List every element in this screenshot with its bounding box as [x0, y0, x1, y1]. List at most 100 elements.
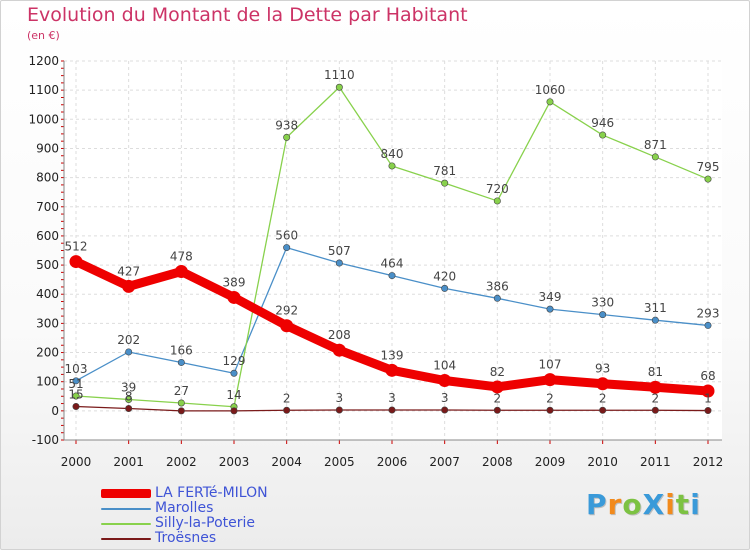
data-point-la-fert-milon — [174, 264, 188, 278]
y-tick-label: 300 — [36, 316, 59, 330]
data-label-marolles: 166 — [170, 343, 193, 357]
data-point-la-fert-milon — [543, 373, 557, 387]
data-label-la-fert-milon: 139 — [381, 348, 404, 362]
data-label-silly-la-poterie: 27 — [174, 384, 189, 398]
data-label-la-fert-milon: 208 — [328, 328, 351, 342]
data-point-tro-snes — [651, 406, 659, 414]
data-label-marolles: 311 — [644, 301, 667, 315]
chart-title: Evolution du Montant de la Dette par Hab… — [27, 4, 468, 26]
data-label-tro-snes: 3 — [336, 391, 344, 405]
data-point-marolles — [704, 321, 712, 329]
data-label-la-fert-milon: 512 — [65, 240, 88, 254]
data-label-silly-la-poterie: 14 — [226, 388, 241, 402]
data-point-tro-snes — [704, 407, 712, 415]
data-point-marolles — [441, 284, 449, 292]
data-point-tro-snes — [546, 406, 554, 414]
data-label-tro-snes: 8 — [125, 390, 133, 404]
data-label-marolles: 293 — [697, 306, 720, 320]
data-label-tro-snes: 3 — [441, 391, 449, 405]
data-label-tro-snes: 2 — [652, 391, 660, 405]
data-point-marolles — [335, 259, 343, 267]
data-point-silly-la-poterie — [651, 153, 659, 161]
data-label-tro-snes: 1 — [704, 392, 712, 406]
data-label-marolles: 507 — [328, 244, 351, 258]
data-point-la-fert-milon — [227, 290, 241, 304]
y-tick-label: 600 — [36, 229, 59, 243]
y-tick-label: 400 — [36, 287, 59, 301]
legend-swatch-silly-la-poterie — [101, 522, 151, 525]
legend-swatch-la-fert-milon — [101, 489, 151, 498]
x-tick-label: 2011 — [640, 455, 671, 469]
data-point-marolles — [599, 311, 607, 319]
y-tick-label: 100 — [36, 375, 59, 389]
chart-subtitle: (en €) — [27, 29, 60, 42]
data-point-silly-la-poterie — [546, 98, 554, 106]
data-label-silly-la-poterie: 720 — [486, 182, 509, 196]
data-label-silly-la-poterie: 39 — [121, 380, 136, 394]
x-tick-label: 2002 — [166, 455, 197, 469]
data-label-tro-snes: 2 — [599, 391, 607, 405]
data-point-la-fert-milon — [596, 377, 610, 391]
x-tick-label: 2005 — [324, 455, 355, 469]
data-label-la-fert-milon: 104 — [433, 359, 456, 373]
legend-label-silly-la-poterie: Silly-la-Poterie — [155, 515, 256, 531]
proxiti-logo: ProXiti — [586, 488, 701, 521]
y-tick-label: 200 — [36, 346, 59, 360]
legend-swatch-tro-snes — [101, 537, 151, 540]
data-point-marolles — [230, 369, 238, 377]
y-tick-label: 1100 — [28, 83, 59, 97]
data-point-tro-snes — [283, 406, 291, 414]
data-label-marolles: 202 — [117, 333, 140, 347]
data-label-la-fert-milon: 389 — [223, 275, 246, 289]
data-point-silly-la-poterie — [177, 399, 185, 407]
data-label-tro-snes: 2 — [546, 391, 554, 405]
data-label-la-fert-milon: 81 — [648, 365, 663, 379]
data-point-tro-snes — [72, 402, 80, 410]
data-point-silly-la-poterie — [72, 392, 80, 400]
data-point-silly-la-poterie — [441, 179, 449, 187]
data-point-marolles — [493, 294, 501, 302]
data-label-la-fert-milon: 82 — [490, 365, 505, 379]
data-label-silly-la-poterie: 946 — [591, 116, 614, 130]
y-tick-label: 500 — [36, 258, 59, 272]
data-label-la-fert-milon: 93 — [595, 362, 610, 376]
data-point-la-fert-milon — [69, 255, 83, 269]
data-point-la-fert-milon — [438, 374, 452, 388]
data-point-la-fert-milon — [648, 380, 662, 394]
x-tick-label: 2009 — [535, 455, 566, 469]
data-label-silly-la-poterie: 938 — [275, 118, 298, 132]
data-label-tro-snes: 3 — [388, 391, 396, 405]
data-point-la-fert-milon — [385, 363, 399, 377]
data-point-tro-snes — [335, 406, 343, 414]
data-label-silly-la-poterie: 871 — [644, 138, 667, 152]
data-point-la-fert-milon — [280, 319, 294, 333]
data-point-marolles — [125, 348, 133, 356]
data-point-marolles — [72, 377, 80, 385]
data-label-silly-la-poterie: 1060 — [535, 83, 566, 97]
data-point-la-fert-milon — [332, 343, 346, 357]
y-tick-label: 1000 — [28, 112, 59, 126]
data-point-la-fert-milon — [701, 384, 715, 398]
data-point-marolles — [388, 272, 396, 280]
legend-swatch-marolles — [101, 507, 151, 510]
data-point-la-fert-milon — [122, 279, 136, 293]
data-label-marolles: 386 — [486, 279, 509, 293]
data-label-silly-la-poterie: 795 — [697, 160, 720, 174]
data-label-silly-la-poterie: 1110 — [324, 68, 355, 82]
data-label-marolles: 464 — [381, 257, 404, 271]
y-tick-label: 700 — [36, 200, 59, 214]
data-label-tro-snes: 2 — [494, 391, 502, 405]
data-label-marolles: 349 — [539, 290, 562, 304]
data-point-marolles — [177, 358, 185, 366]
data-label-silly-la-poterie: 840 — [381, 147, 404, 161]
data-label-marolles: 420 — [433, 269, 456, 283]
x-tick-label: 2012 — [693, 455, 724, 469]
legend-label-tro-snes: Troësnes — [155, 530, 217, 546]
data-point-tro-snes — [230, 407, 238, 415]
data-point-tro-snes — [441, 406, 449, 414]
data-point-tro-snes — [125, 405, 133, 413]
x-tick-label: 2004 — [271, 455, 302, 469]
y-tick-label: -100 — [32, 433, 59, 447]
